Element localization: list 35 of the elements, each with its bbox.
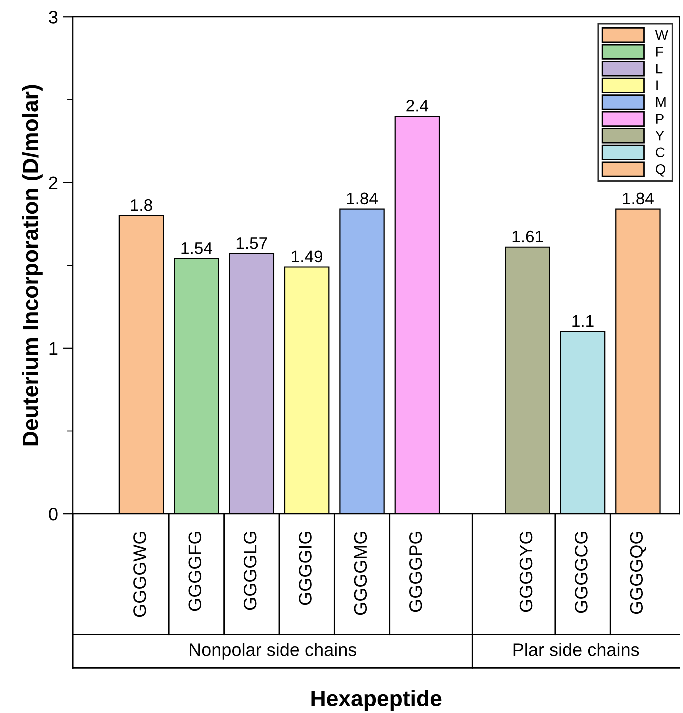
x-tick-label: GGGGCG [575, 532, 588, 614]
y-axis-title: Deuterium Incorporation (D/molar) [22, 85, 43, 446]
x-tick-label: GGGGMG [354, 532, 368, 616]
legend-label: F [656, 47, 664, 57]
data-label: 1.84 [347, 192, 378, 205]
legend-label: P [656, 114, 664, 124]
x-axis-title: Hexapeptide [312, 690, 442, 711]
data-label: 1.54 [182, 242, 212, 254]
x-tick-label: GGGGPG [410, 532, 422, 612]
data-label: 1.8 [131, 199, 152, 212]
legend-label: Y [656, 131, 664, 141]
legend-label: W [655, 30, 668, 40]
data-label: 1.1 [572, 316, 594, 328]
x-tick-label: GGGGWG [134, 532, 146, 618]
y-tick-label: 3 [49, 11, 58, 24]
x-tick-label: GGGGQG [630, 532, 646, 614]
data-label: 1.61 [512, 230, 544, 243]
x-tick-label: GGGGLG [244, 532, 257, 610]
legend-label: M [656, 98, 666, 108]
data-label: 1.84 [623, 192, 654, 205]
legend-label: L [656, 64, 663, 74]
legend-label: Q [656, 164, 666, 177]
text: Plar side chains [514, 643, 640, 656]
data-label: 1.49 [292, 250, 323, 263]
y-tick-label: 0 [49, 508, 58, 521]
x-tick-label: GGGGFG [188, 532, 202, 612]
legend-label: C [656, 148, 665, 158]
y-tick-label: 2 [49, 176, 58, 190]
y-tick-label: 1 [50, 342, 58, 355]
text: Nonpolar side chains [190, 643, 357, 660]
data-label: 2.4 [406, 100, 429, 112]
legend-label: I [656, 80, 658, 90]
x-tick-label: GGGGYG [520, 532, 533, 612]
data-label: 1.57 [236, 238, 268, 250]
x-tick-label: GGGGIG [299, 532, 312, 606]
